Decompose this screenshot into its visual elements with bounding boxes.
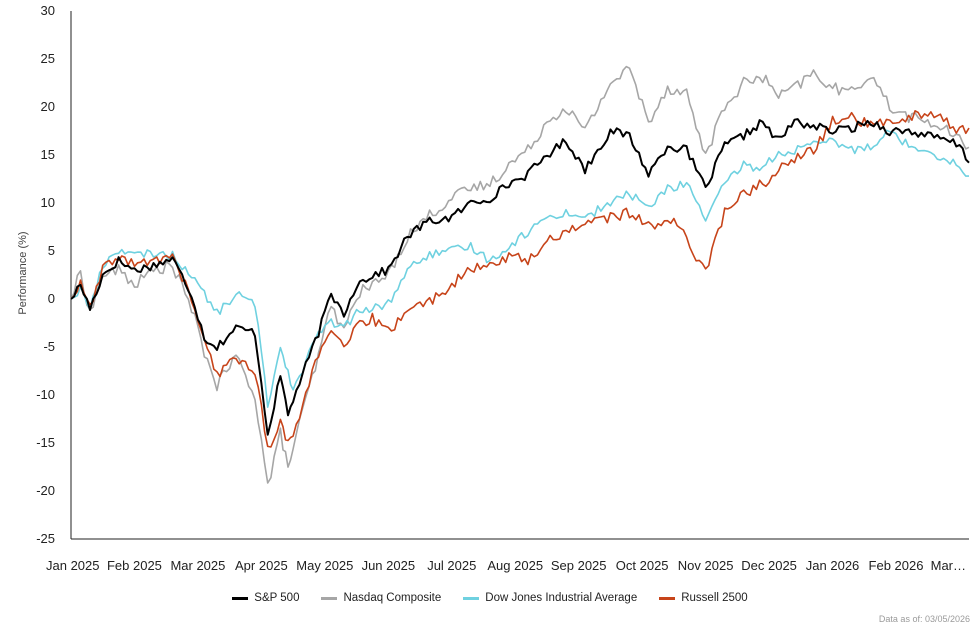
legend-item-sp500: S&P 500 [232, 592, 299, 604]
legend-label: Dow Jones Industrial Average [485, 592, 638, 604]
legend-item-russell: Russell 2500 [659, 592, 748, 604]
x-tick-label: Sep 2025 [551, 558, 607, 573]
legend-item-nasdaq: Nasdaq Composite [321, 592, 441, 604]
legend-label: Russell 2500 [681, 592, 748, 604]
legend-swatch [463, 596, 480, 600]
y-tick-label: 0 [48, 291, 55, 306]
x-tick-label: Feb 2025 [107, 558, 162, 573]
y-tick-label: -15 [36, 435, 55, 450]
series-nasdaq [70, 65, 970, 484]
x-tick-label: May 2025 [296, 558, 353, 573]
x-tick-label: Aug 2025 [487, 558, 543, 573]
series-dow [70, 129, 969, 408]
x-tick-label: Jan 2025 [46, 558, 100, 573]
y-tick-label: 25 [41, 51, 55, 66]
x-tick-label: Nov 2025 [678, 558, 734, 573]
legend-item-dow: Dow Jones Industrial Average [463, 592, 637, 604]
x-tick-label: Jul 2025 [427, 558, 476, 573]
legend-label: S&P 500 [254, 592, 300, 604]
x-tick-label: Oct 2025 [616, 558, 669, 573]
data-as-of-note: Data as of: 03/05/2026 [878, 614, 970, 624]
y-tick-label: -10 [36, 387, 55, 402]
x-tick-label: Mar 2025 [170, 558, 225, 573]
legend-swatch [321, 596, 338, 600]
y-tick-label: 20 [41, 99, 55, 114]
y-tick-label: 5 [48, 243, 55, 258]
x-tick-label: Feb 2026 [869, 558, 924, 573]
series-sp500 [70, 118, 970, 436]
y-tick-label: -20 [36, 483, 55, 498]
legend-swatch [659, 596, 676, 600]
y-tick-label: 10 [41, 195, 55, 210]
legend: S&P 500 Nasdaq Composite Dow Jones Indus… [0, 592, 980, 604]
performance-line-chart: -25 -20 -15 -10 -5 0 5 10 15 20 25 30 Jan 2025 Feb 20… [17, 3, 970, 573]
x-tick-label: Dec 2025 [741, 558, 797, 573]
x-tick-label: Apr 2025 [235, 558, 288, 573]
x-tick-label: Jan 2026 [806, 558, 860, 573]
y-axis-label: Performance (%) [17, 231, 29, 314]
y-tick-label: -5 [43, 339, 55, 354]
series-russell2500 [70, 110, 970, 448]
y-tick-label: -25 [36, 531, 55, 546]
y-tick-label: 30 [41, 3, 55, 18]
chart-axes: -25 -20 -15 -10 -5 0 5 10 15 20 25 30 Jan 2025 Feb 20… [36, 3, 969, 573]
chart-series [70, 65, 970, 484]
y-tick-label: 15 [41, 147, 55, 162]
legend-swatch [232, 596, 249, 600]
x-tick-label: Mar… [931, 558, 966, 573]
legend-label: Nasdaq Composite [343, 592, 442, 604]
x-tick-label: Jun 2025 [362, 558, 416, 573]
